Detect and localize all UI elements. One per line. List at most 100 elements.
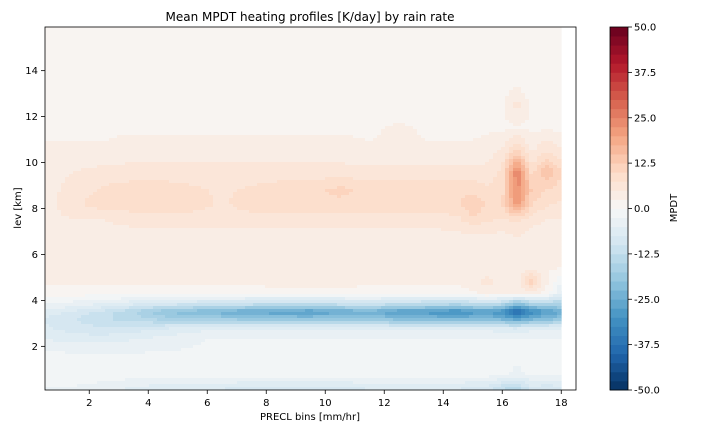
heatmap-cell [345,72,350,76]
heatmap-cell [45,105,50,109]
heatmap-cell [329,63,334,67]
heatmap-cell [401,96,406,100]
heatmap-cell [561,129,562,133]
heatmap-cell [225,87,230,91]
heatmap-cell [265,81,270,85]
heatmap-cell [345,48,350,52]
heatmap-cell [229,66,234,70]
heatmap-cell [513,135,518,139]
heatmap-cell [545,75,550,79]
heatmap-cell [541,48,546,52]
heatmap-cell [549,69,554,73]
heatmap-cell [493,60,498,64]
heatmap-cell [409,66,414,70]
heatmap-cell [69,120,74,124]
heatmap-cell [241,99,246,103]
heatmap-cell [241,123,246,127]
heatmap-cell [345,54,350,58]
heatmap-cell [45,45,50,49]
heatmap-cell [333,72,338,76]
heatmap-cell [69,60,74,64]
heatmap-cell [417,96,422,100]
heatmap-cell [321,123,326,127]
heatmap-cell [353,132,358,136]
heatmap-cell [237,108,242,112]
heatmap-cell [73,42,78,46]
heatmap-cell [513,66,518,70]
heatmap-cell [153,132,158,136]
heatmap-cell [117,45,122,49]
heatmap-cell [561,138,562,142]
heatmap-cell [73,27,78,31]
heatmap-cell [361,135,366,139]
heatmap-cell [257,129,262,133]
heatmap-cell [333,90,338,94]
heatmap-cell [461,105,466,109]
heatmap-cell [381,138,386,142]
heatmap-cell [537,69,542,73]
heatmap-cell [373,57,378,61]
heatmap-cell [185,111,190,115]
heatmap-cell [557,39,562,43]
heatmap-cell [461,48,466,52]
heatmap-cell [137,45,142,49]
heatmap-cell [249,39,254,43]
heatmap-cell [561,45,562,49]
heatmap-cell [505,96,510,100]
heatmap-cell [525,105,530,109]
heatmap-cell [461,126,466,130]
heatmap-cell [189,30,194,34]
heatmap-cell [353,36,358,40]
heatmap-cell [69,69,74,73]
heatmap-cell [397,48,402,52]
heatmap-cell [537,60,542,64]
heatmap-cell [149,117,154,121]
heatmap-cell [153,72,158,76]
heatmap-cell [189,84,194,88]
heatmap-cell [269,126,274,130]
heatmap-cell [461,66,466,70]
heatmap-cell [261,96,266,100]
heatmap-cell [49,51,54,55]
heatmap-cell [77,99,82,103]
heatmap-cell [293,78,298,82]
heatmap-cell [237,33,242,37]
heatmap-cell [509,60,514,64]
heatmap-cell [289,27,294,31]
heatmap-cell [305,129,310,133]
heatmap-cell [381,63,386,67]
heatmap-cell [485,30,490,34]
heatmap-cell [429,60,434,64]
heatmap-cell [461,120,466,124]
heatmap-cell [129,54,134,58]
heatmap-cell [333,117,338,121]
heatmap-cell [65,129,70,133]
heatmap-cell [69,117,74,121]
heatmap-cell [113,105,118,109]
heatmap-cell [449,66,454,70]
heatmap-cell [409,33,414,37]
heatmap-cell [357,60,362,64]
heatmap-cell [525,108,530,112]
heatmap-cell [365,72,370,76]
heatmap-cell [185,99,190,103]
heatmap-cell [93,81,98,85]
heatmap-cell [433,129,438,133]
heatmap-cell [81,72,86,76]
heatmap-cell [201,60,206,64]
heatmap-cell [461,87,466,91]
heatmap-cell [241,27,246,31]
heatmap-cell [81,102,86,106]
heatmap-cell [241,93,246,97]
heatmap-cell [473,84,478,88]
heatmap-cell [249,111,254,115]
heatmap-cell [393,90,398,94]
heatmap-cell [477,57,482,61]
heatmap-cell [221,30,226,34]
heatmap-cell [265,63,270,67]
heatmap-cell [521,120,526,124]
heatmap-cell [449,105,454,109]
heatmap-cell [153,93,158,97]
heatmap-cell [165,126,170,130]
heatmap-cell [65,78,70,82]
